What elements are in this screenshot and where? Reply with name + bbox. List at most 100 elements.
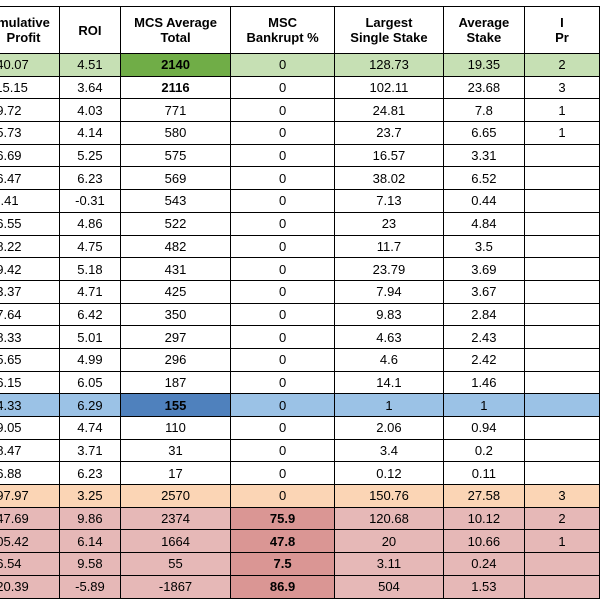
cell-roi: 3.71 <box>59 438 121 463</box>
cell-roi: 4.51 <box>59 53 121 77</box>
cell-average-stake: 3.5 <box>442 234 525 259</box>
header-row: mulative Profit ROI MCS Average Total MSC Bank… <box>0 6 600 54</box>
cell-mcs-average-total: 155 <box>119 393 232 417</box>
cell-cumulative-profit: 76.55 <box>0 211 61 236</box>
cell-roi: 4.75 <box>59 234 121 259</box>
cell-cumulative-profit: 75.73 <box>0 121 61 145</box>
header-average-stake: Average Stake <box>442 6 525 54</box>
cell-largest-single-stake: 7.94 <box>334 279 444 304</box>
cell-average-stake: 3.67 <box>442 279 525 304</box>
cell-average-stake: 4.84 <box>442 211 525 236</box>
cell-mcs-average-total: 2140 <box>119 53 232 77</box>
cell-msc-bankrupt-pct: 0 <box>230 393 336 417</box>
cell-cumulative-profit: 16.15 <box>0 370 61 395</box>
cell-roi: 6.14 <box>59 529 121 554</box>
cell-largest-single-stake: 2.06 <box>334 416 444 440</box>
cell-msc-bankrupt-pct: 47.8 <box>230 529 336 554</box>
cell-mcs-average-total: 575 <box>119 143 232 168</box>
cell-average-stake: 0.44 <box>442 189 525 213</box>
cell-profit-partial <box>523 325 600 349</box>
cell-msc-bankrupt-pct: 0 <box>230 234 336 259</box>
cell-profit-partial <box>523 211 600 236</box>
cell-largest-single-stake: 4.6 <box>334 347 444 372</box>
cell-roi: 4.03 <box>59 98 121 123</box>
header-line: Bankrupt % <box>246 30 319 45</box>
header-line: Stake <box>466 30 502 45</box>
cell-msc-bankrupt-pct: 0 <box>230 484 336 508</box>
cell-msc-bankrupt-pct: 0 <box>230 438 336 463</box>
cell-mcs-average-total: 110 <box>119 416 232 440</box>
cell-cumulative-profit: 09.05 <box>0 416 61 440</box>
table-body: 140.074.5121400128.7319.352115.153.64211… <box>0 53 600 599</box>
cell-mcs-average-total: 55 <box>119 552 232 576</box>
cell-largest-single-stake: 128.73 <box>334 53 444 77</box>
cell-cumulative-profit: 115.15 <box>0 75 61 100</box>
cell-msc-bankrupt-pct: 86.9 <box>230 574 336 599</box>
cell-largest-single-stake: 23 <box>334 211 444 236</box>
cell-cumulative-profit: 47.64 <box>0 302 61 327</box>
cell-roi: -0.31 <box>59 189 121 213</box>
cell-msc-bankrupt-pct: 7.5 <box>230 552 336 576</box>
cell-mcs-average-total: 580 <box>119 121 232 145</box>
cell-roi: 6.29 <box>59 393 121 417</box>
cell-largest-single-stake: 23.7 <box>334 121 444 145</box>
cell-roi: 3.64 <box>59 75 121 100</box>
header-line: ROI <box>78 22 102 38</box>
cell-average-stake: 1.46 <box>442 370 525 395</box>
cell-largest-single-stake: 7.13 <box>334 189 444 213</box>
cell-cumulative-profit: 447.69 <box>0 506 61 531</box>
cell-roi: -5.89 <box>59 574 121 599</box>
cell-profit-partial: 1 <box>523 529 600 554</box>
cell-average-stake: 2.42 <box>442 347 525 372</box>
cell-cumulative-profit: 16.88 <box>0 461 61 486</box>
cell-largest-single-stake: 14.1 <box>334 370 444 395</box>
cell-roi: 6.42 <box>59 302 121 327</box>
header-cumulative-profit: mulative Profit <box>0 6 61 54</box>
header-profit-partial: I Pr <box>523 6 600 54</box>
cell-average-stake: 7.8 <box>442 98 525 123</box>
cell-mcs-average-total: 297 <box>119 325 232 349</box>
cell-mcs-average-total: 31 <box>119 438 232 463</box>
cell-msc-bankrupt-pct: 0 <box>230 416 336 440</box>
cell-average-stake: 3.69 <box>442 257 525 281</box>
cell-profit-partial <box>523 302 600 327</box>
cell-cumulative-profit: 26.69 <box>0 143 61 168</box>
cell-profit-partial: 3 <box>523 75 600 100</box>
cell-largest-single-stake: 24.81 <box>334 98 444 123</box>
cell-roi: 5.25 <box>59 143 121 168</box>
cell-roi: 9.58 <box>59 552 121 576</box>
cell-profit-partial <box>523 279 600 304</box>
cell-profit-partial: 1 <box>523 121 600 145</box>
cell-profit-partial <box>523 143 600 168</box>
cell-cumulative-profit: -3.41 <box>0 189 61 213</box>
cell-average-stake: 2.43 <box>442 325 525 349</box>
header-line: Profit <box>6 30 41 45</box>
cell-roi: 6.23 <box>59 166 121 191</box>
cell-cumulative-profit: 96.47 <box>0 166 61 191</box>
header-line: Pr <box>555 30 569 45</box>
cell-mcs-average-total: 2570 <box>119 484 232 508</box>
cell-average-stake: 6.65 <box>442 121 525 145</box>
cell-roi: 4.99 <box>59 347 121 372</box>
cell-profit-partial <box>523 189 600 213</box>
header-line: I <box>560 15 564 30</box>
header-line: MSC <box>268 15 298 30</box>
cell-cumulative-profit: 69.42 <box>0 257 61 281</box>
cell-msc-bankrupt-pct: 0 <box>230 98 336 123</box>
cell-largest-single-stake: 3.4 <box>334 438 444 463</box>
results-table: mulative Profit ROI MCS Average Total MSC Bank… <box>0 6 600 599</box>
cell-profit-partial <box>523 347 600 372</box>
cell-mcs-average-total: 522 <box>119 211 232 236</box>
cell-cumulative-profit: 56.54 <box>0 552 61 576</box>
header-roi: ROI <box>59 6 121 54</box>
